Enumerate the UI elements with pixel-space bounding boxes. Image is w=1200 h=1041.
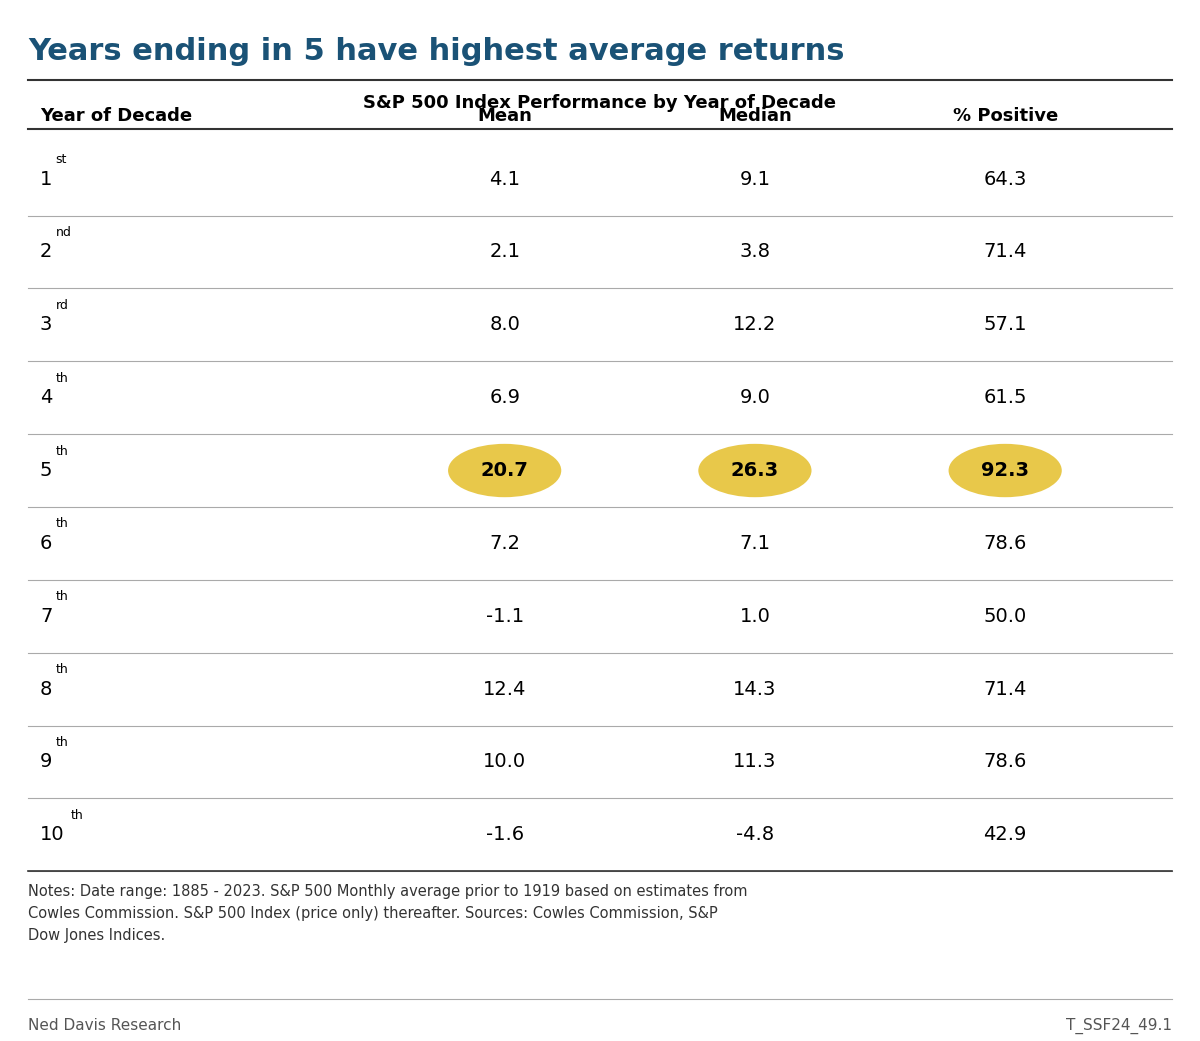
Text: 26.3: 26.3 (731, 461, 779, 480)
Text: 61.5: 61.5 (984, 388, 1027, 407)
Text: 57.1: 57.1 (984, 315, 1027, 334)
Text: rd: rd (55, 299, 68, 312)
Text: Mean: Mean (478, 107, 532, 125)
Text: 6.9: 6.9 (490, 388, 520, 407)
Text: 12.4: 12.4 (482, 680, 527, 699)
Text: 50.0: 50.0 (984, 607, 1027, 626)
Text: 71.4: 71.4 (984, 680, 1027, 699)
Text: 78.6: 78.6 (984, 753, 1027, 771)
Text: 9.1: 9.1 (739, 170, 770, 188)
Text: 1: 1 (40, 170, 53, 188)
Text: % Positive: % Positive (953, 107, 1057, 125)
Text: Median: Median (718, 107, 792, 125)
Text: 92.3: 92.3 (982, 461, 1030, 480)
Text: 14.3: 14.3 (733, 680, 776, 699)
Text: 71.4: 71.4 (984, 243, 1027, 261)
Text: 3: 3 (40, 315, 53, 334)
Text: -1.1: -1.1 (486, 607, 523, 626)
Text: 3.8: 3.8 (739, 243, 770, 261)
Ellipse shape (448, 443, 562, 498)
Text: T_SSF24_49.1: T_SSF24_49.1 (1066, 1018, 1172, 1034)
Text: nd: nd (55, 226, 71, 239)
Text: 8.0: 8.0 (490, 315, 520, 334)
Text: th: th (55, 736, 68, 748)
Text: th: th (55, 372, 68, 385)
Text: 2: 2 (40, 243, 53, 261)
Text: 9: 9 (40, 753, 53, 771)
Text: 9.0: 9.0 (739, 388, 770, 407)
Text: 4: 4 (40, 388, 53, 407)
Text: 7.2: 7.2 (490, 534, 520, 553)
Text: th: th (55, 663, 68, 676)
Text: 6: 6 (40, 534, 53, 553)
Text: S&P 500 Index Performance by Year of Decade: S&P 500 Index Performance by Year of Dec… (364, 95, 836, 112)
Text: 11.3: 11.3 (733, 753, 776, 771)
Text: 4.1: 4.1 (490, 170, 520, 188)
Text: 2.1: 2.1 (490, 243, 520, 261)
Text: 7: 7 (40, 607, 53, 626)
Text: st: st (55, 153, 67, 167)
Text: Ned Davis Research: Ned Davis Research (28, 1018, 181, 1033)
Text: th: th (71, 809, 84, 821)
Ellipse shape (698, 443, 811, 498)
Text: 20.7: 20.7 (481, 461, 529, 480)
Ellipse shape (948, 443, 1062, 498)
Text: Years ending in 5 have highest average returns: Years ending in 5 have highest average r… (28, 37, 845, 66)
Text: -1.6: -1.6 (486, 826, 523, 844)
Text: -4.8: -4.8 (736, 826, 774, 844)
Text: 64.3: 64.3 (984, 170, 1027, 188)
Text: 8: 8 (40, 680, 53, 699)
Text: 10.0: 10.0 (484, 753, 527, 771)
Text: 42.9: 42.9 (984, 826, 1027, 844)
Text: th: th (55, 517, 68, 530)
Text: th: th (55, 590, 68, 603)
Text: Year of Decade: Year of Decade (40, 107, 192, 125)
Text: 12.2: 12.2 (733, 315, 776, 334)
Text: 5: 5 (40, 461, 53, 480)
Text: 10: 10 (40, 826, 65, 844)
Text: 1.0: 1.0 (739, 607, 770, 626)
Text: 78.6: 78.6 (984, 534, 1027, 553)
Text: th: th (55, 445, 68, 458)
Text: 7.1: 7.1 (739, 534, 770, 553)
Text: Notes: Date range: 1885 - 2023. S&P 500 Monthly average prior to 1919 based on e: Notes: Date range: 1885 - 2023. S&P 500 … (28, 884, 748, 943)
